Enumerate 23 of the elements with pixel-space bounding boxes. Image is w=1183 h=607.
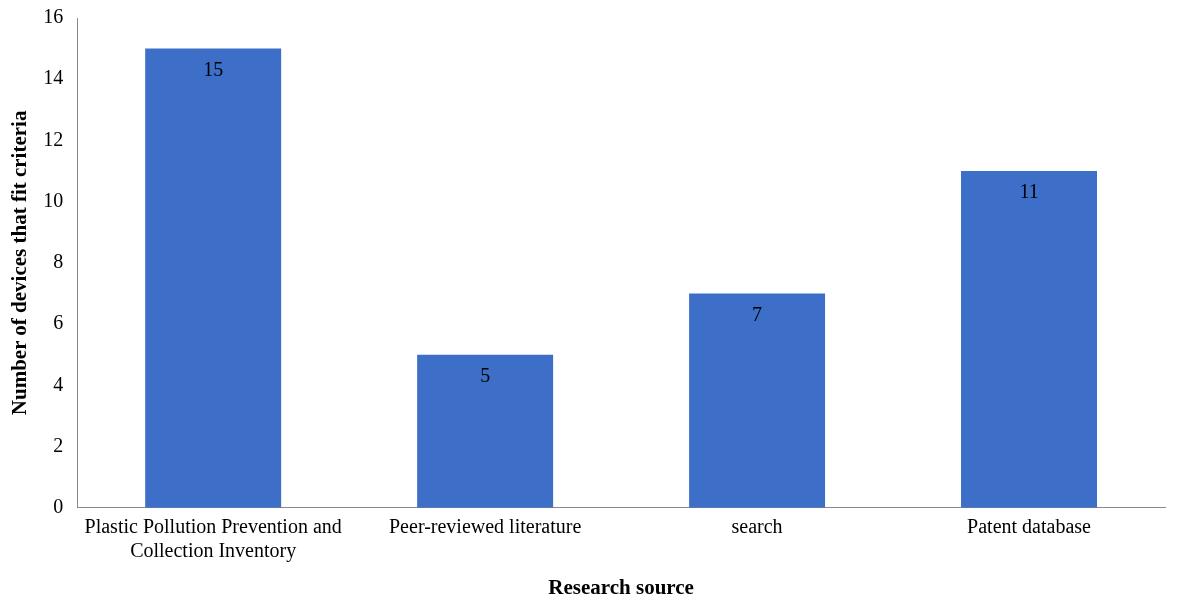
y-tick-label: 16 (43, 5, 64, 28)
y-tick-label: 10 (43, 188, 64, 211)
y-tick-label: 2 (53, 433, 64, 456)
bar (961, 171, 1098, 508)
y-axis-title: Number of devices that fit criteria (7, 110, 32, 416)
x-tick-label: Peer-reviewed literature (388, 515, 582, 538)
data-label: 11 (1019, 180, 1039, 203)
data-label: 5 (480, 363, 491, 386)
bar (417, 354, 554, 508)
x-tick-label: Patent database (967, 515, 1092, 538)
x-tick-label: search (731, 515, 783, 538)
y-tick-label: 8 (53, 250, 64, 273)
x-tick-label: Plastic Pollution Prevention and Collection Inventory (84, 515, 342, 563)
y-tick-label: 14 (43, 66, 64, 89)
data-label: 7 (752, 302, 763, 325)
data-label: 15 (203, 57, 224, 80)
y-tick-label: 6 (53, 311, 64, 334)
bar (689, 293, 826, 508)
y-tick-label: 12 (43, 127, 64, 150)
y-tick-label: 4 (53, 372, 64, 395)
y-tick-label: 0 (53, 495, 64, 518)
x-axis-title: Research source (548, 574, 694, 599)
bar (145, 48, 282, 508)
